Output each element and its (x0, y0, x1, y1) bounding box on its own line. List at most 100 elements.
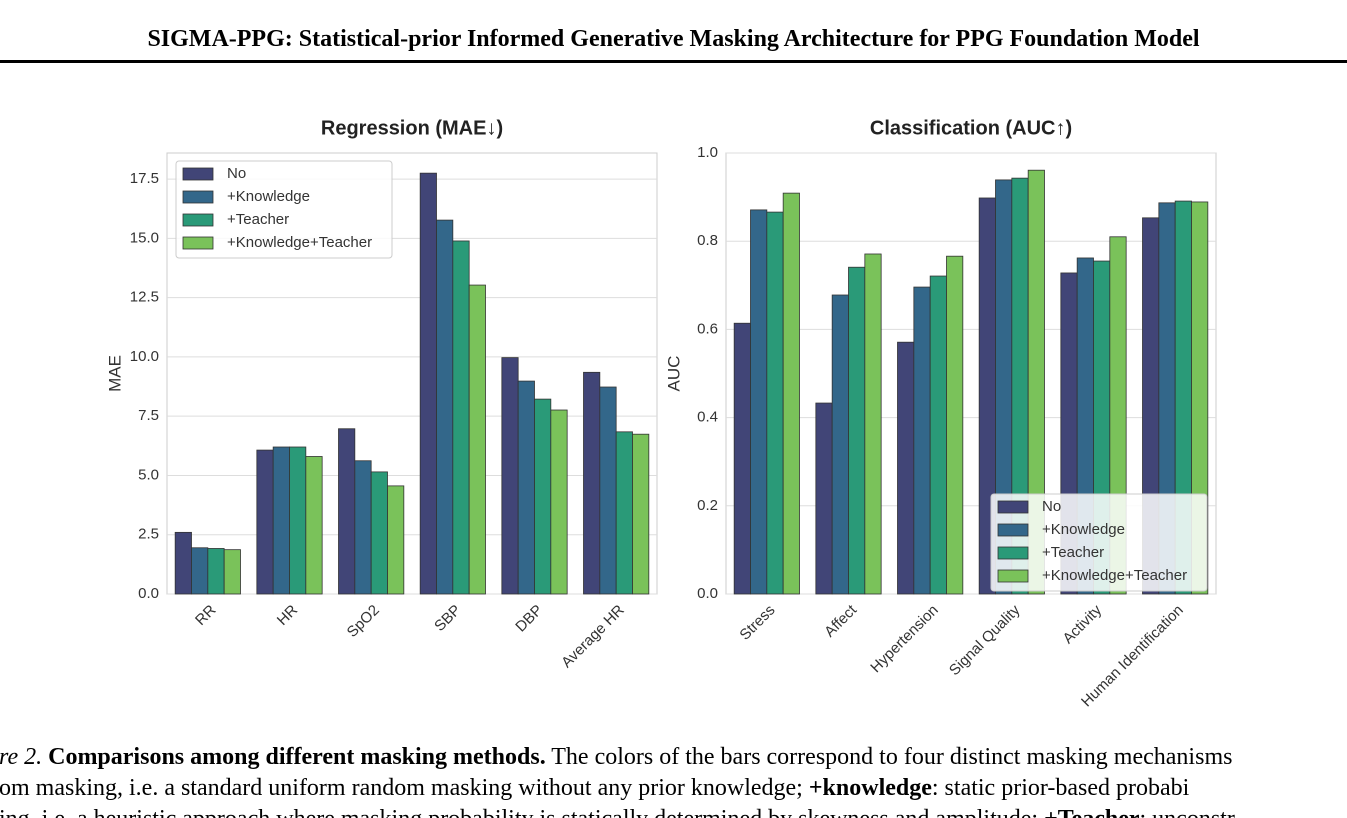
x-tick-label: DBP (512, 602, 546, 636)
caption-text: re 2. (0, 744, 43, 770)
y-tick-label: 0.2 (697, 497, 718, 514)
bar (256, 449, 274, 595)
x-tick-label: HR (274, 602, 301, 629)
y-tick-label: 15.0 (130, 229, 159, 246)
bar (207, 548, 225, 595)
legend-swatch (997, 523, 1029, 537)
y-tick-label: 7.5 (138, 407, 159, 424)
bar (599, 386, 617, 595)
bar (766, 211, 784, 595)
x-tick-label: SBP (431, 602, 464, 635)
bar (733, 322, 751, 595)
legend-label: +Teacher (1042, 544, 1104, 561)
bar (452, 240, 470, 595)
bar (864, 253, 882, 595)
figure: Regression (MAE↓) MAE 0.0 2.5 5.0 7.5 10.0 12.5… (105, 117, 1217, 710)
legend-swatch (182, 236, 214, 250)
bar (848, 266, 866, 595)
y-tick-label: 0.0 (138, 585, 159, 602)
x-tick-label: Activity (1060, 601, 1106, 647)
legend-swatch (182, 213, 214, 227)
bar (387, 485, 405, 595)
legend-box (175, 160, 393, 259)
bar (550, 409, 568, 595)
legend-label: +Knowledge+Teacher (227, 234, 372, 251)
legend-label: +Teacher (227, 211, 289, 228)
caption-line: ing, i.e. a heuristic approach where mas… (0, 806, 1235, 818)
x-tick-label: SpO2 (344, 602, 383, 641)
bar (289, 446, 307, 595)
bar (750, 209, 768, 595)
y-tick-label: 12.5 (130, 289, 159, 306)
bar (1027, 169, 1045, 595)
legend-swatch (997, 569, 1029, 583)
y-tick-label: 10.0 (130, 348, 159, 365)
caption-text: : static prior-based probabi (931, 775, 1190, 801)
caption-text: +Teacher (1044, 806, 1139, 818)
y-tick-label: 17.5 (130, 170, 159, 187)
chart-title: Classification (AUC↑) (870, 117, 1072, 139)
bar (468, 284, 486, 595)
bar (897, 341, 915, 595)
caption-text: The colors of the bars correspond to fou… (545, 744, 1233, 770)
legend-label: +Knowledge (1042, 521, 1125, 538)
legend-swatch (182, 190, 214, 204)
bar (419, 172, 437, 595)
bar (517, 380, 535, 595)
bar (615, 431, 633, 595)
x-tick-label: RR (192, 602, 219, 629)
caption-line: om masking, i.e. a standard uniform rand… (0, 775, 1235, 806)
legend-swatch (182, 167, 214, 181)
y-tick-label: 2.5 (138, 526, 159, 543)
y-tick-label: 0.6 (697, 320, 718, 337)
bar (272, 446, 290, 595)
x-tick-label: Affect (821, 601, 861, 641)
x-tick-label: Hypertension (867, 602, 942, 677)
y-tick-label: 0.8 (697, 232, 718, 249)
legend-label: No (1042, 498, 1061, 515)
bar (174, 531, 192, 595)
bar (338, 428, 356, 595)
caption-text: : unconstr (1140, 806, 1235, 818)
x-tick-label: Signal Quality (946, 601, 1024, 679)
bar (436, 219, 454, 595)
caption-line: re 2. Comparisons among different maskin… (0, 744, 1235, 775)
y-tick-label: 1.0 (697, 144, 718, 161)
bar (534, 398, 552, 595)
bar (583, 371, 601, 595)
legend-swatch (997, 546, 1029, 560)
bar (354, 460, 372, 595)
bar (782, 192, 800, 595)
bar (191, 547, 209, 595)
caption-text: ing, i.e. a heuristic approach where mas… (0, 806, 1044, 818)
y-tick-label: 5.0 (138, 466, 159, 483)
chart-title: Regression (MAE↓) (321, 117, 503, 139)
caption-text: Comparisons among different masking meth… (42, 744, 546, 770)
y-tick-label: 0.4 (697, 409, 718, 426)
paper-title: SIGMA-PPG: Statistical-prior Informed Ge… (147, 26, 1200, 52)
bar (501, 357, 519, 595)
caption: re 2. Comparisons among different maskin… (0, 744, 1235, 818)
bar (223, 549, 241, 595)
bar (946, 255, 964, 595)
bar (305, 456, 323, 595)
y-tick-label: 0.0 (697, 585, 718, 602)
y-axis-label: AUC (664, 356, 683, 392)
x-tick-label: Stress (736, 602, 778, 644)
legend-label: +Knowledge (227, 188, 310, 205)
y-axis-label: MAE (105, 355, 124, 392)
bar (831, 294, 849, 595)
legend-box (990, 493, 1208, 592)
bar (370, 471, 388, 595)
caption-text: om masking, i.e. a standard uniform rand… (0, 775, 809, 801)
x-tick-label: Average HR (558, 602, 628, 672)
caption-text: +knowledge (808, 775, 932, 801)
bar (632, 433, 650, 595)
legend-swatch (997, 500, 1029, 514)
header-rule (0, 60, 1347, 63)
legend-label: No (227, 165, 246, 182)
bar (913, 286, 931, 595)
bar (815, 402, 833, 595)
legend-label: +Knowledge+Teacher (1042, 567, 1187, 584)
